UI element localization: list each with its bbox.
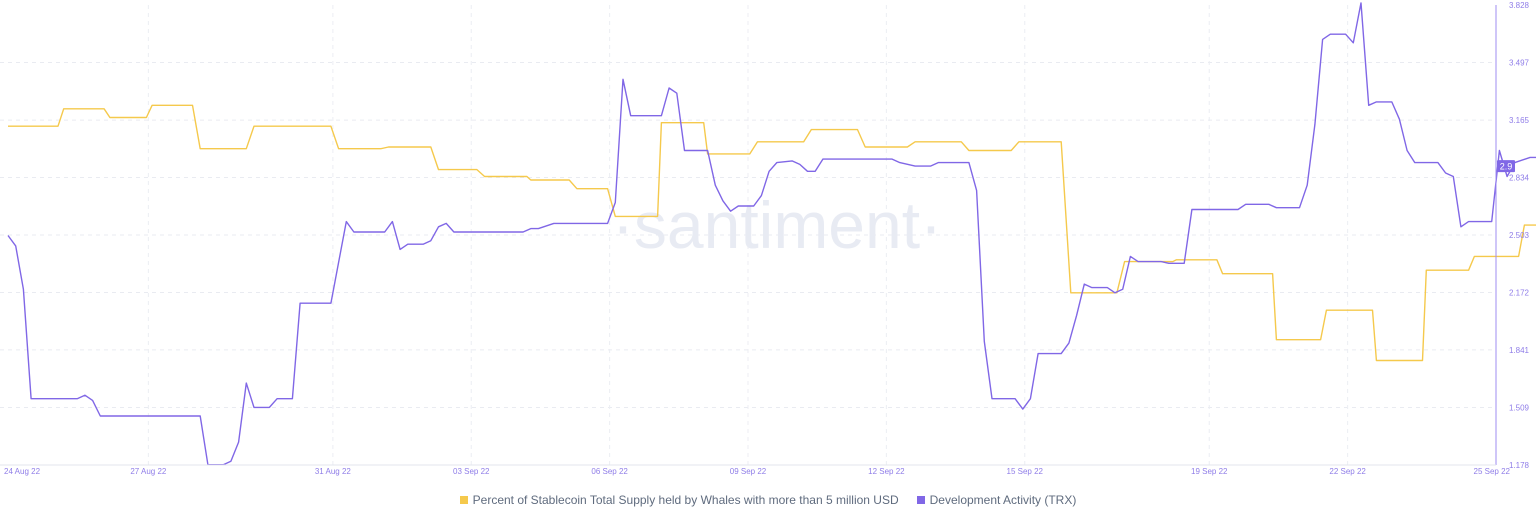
x-tick-label: 22 Sep 22 bbox=[1329, 467, 1366, 476]
watermark: ·santiment· bbox=[612, 188, 942, 262]
y-tick-label: 2.834 bbox=[1509, 174, 1530, 183]
legend-label-dev-activity: Development Activity (TRX) bbox=[929, 493, 1077, 507]
current-value-badge: 2.9 bbox=[1497, 160, 1515, 173]
x-axis-ticks: 24 Aug 22 27 Aug 22 31 Aug 22 03 Sep 22 06 S… bbox=[4, 467, 1511, 476]
series-group bbox=[7, 2, 1536, 466]
grid bbox=[0, 5, 1496, 465]
y-tick-label: 3.828 bbox=[1509, 1, 1530, 10]
legend-item-dev-activity[interactable]: Development Activity (TRX) bbox=[916, 493, 1077, 507]
series-line-dev-activity bbox=[7, 2, 1536, 466]
x-tick-label: 19 Sep 22 bbox=[1191, 467, 1228, 476]
legend-item-whales[interactable]: Percent of Stablecoin Total Supply held … bbox=[459, 493, 899, 507]
legend: Percent of Stablecoin Total Supply held … bbox=[0, 490, 1536, 510]
legend-swatch-whales bbox=[459, 496, 468, 504]
x-tick-label: 03 Sep 22 bbox=[453, 467, 490, 476]
y-tick-label: 3.497 bbox=[1509, 58, 1530, 67]
y-tick-label: 1.841 bbox=[1509, 346, 1530, 355]
y-tick-label: 1.509 bbox=[1509, 404, 1530, 413]
x-tick-label: 09 Sep 22 bbox=[730, 467, 767, 476]
current-value-badge-label: 2.9 bbox=[1500, 162, 1513, 172]
series-line-whales bbox=[8, 104, 1536, 362]
y-tick-label: 2.503 bbox=[1509, 231, 1530, 240]
x-tick-label: 24 Aug 22 bbox=[4, 467, 41, 476]
x-tick-label: 15 Sep 22 bbox=[1007, 467, 1044, 476]
right-axis-ticks: 3.828 3.497 3.165 2.834 2.503 2.172 1.841 1.509… bbox=[1509, 1, 1530, 470]
legend-label-whales: Percent of Stablecoin Total Supply held … bbox=[472, 493, 899, 507]
y-tick-label: 1.178 bbox=[1509, 461, 1530, 470]
x-tick-label: 31 Aug 22 bbox=[315, 467, 352, 476]
x-tick-label: 06 Sep 22 bbox=[591, 467, 628, 476]
legend-swatch-dev-activity bbox=[916, 496, 925, 504]
x-tick-label: 12 Sep 22 bbox=[868, 467, 905, 476]
y-tick-label: 3.165 bbox=[1509, 116, 1530, 125]
x-tick-label: 27 Aug 22 bbox=[130, 467, 167, 476]
y-tick-label: 2.172 bbox=[1509, 288, 1530, 297]
x-tick-label: 25 Sep 22 bbox=[1474, 467, 1511, 476]
